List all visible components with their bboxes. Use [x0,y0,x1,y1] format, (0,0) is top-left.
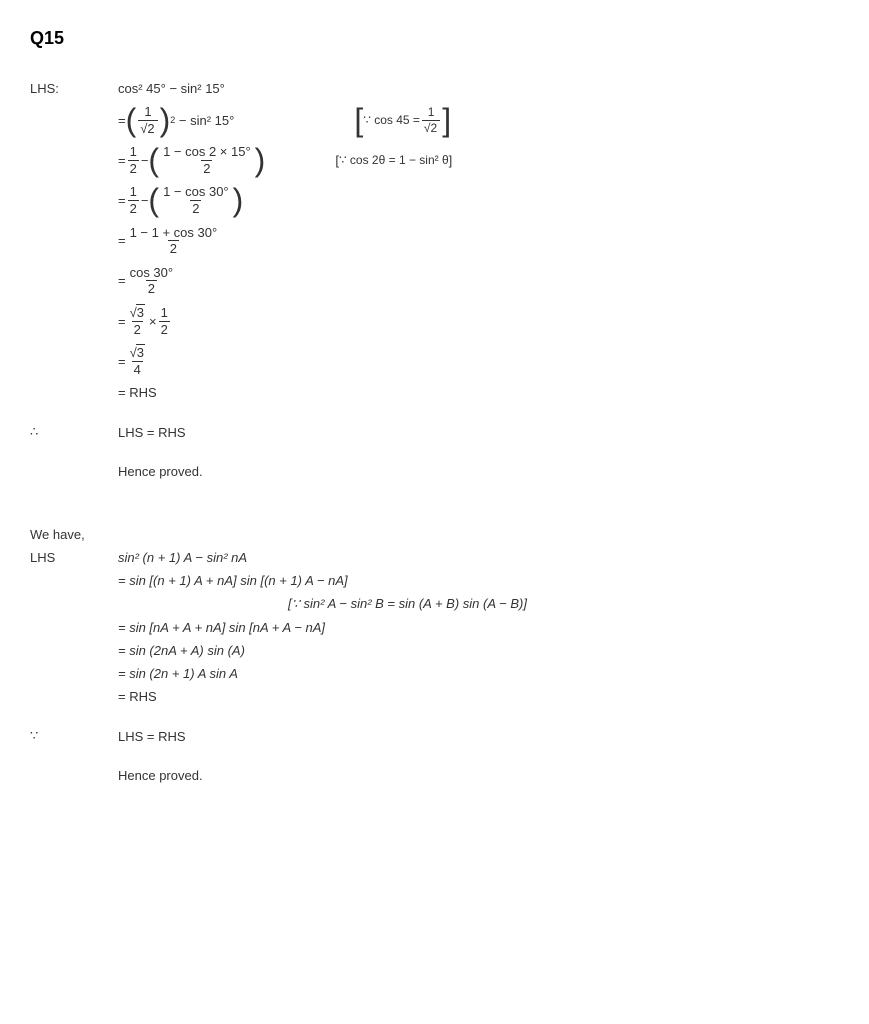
lhs-label-2: LHS [30,550,118,565]
p1-line5: = 1 − 1 + cos 30° 2 [118,225,221,257]
p2-conclusion: LHS = RHS [118,729,186,744]
p1-line7: = 3 2 × 1 2 [118,305,172,337]
p1-note1: [ ∵ cos 45 = 1 2 ] [354,104,451,136]
p1-line6: = cos 30° 2 [118,265,177,297]
p2-note: [∵ sin² A − sin² B = sin (A + B) sin (A … [288,596,527,612]
p1-line2: = ( 1 2 ) 2 − sin² 15° [118,104,234,136]
p1-line9: = RHS [118,385,157,400]
because-symbol: ∵ [30,728,118,744]
p2-line5: = sin (2n + 1) A sin A [118,666,238,681]
lhs-label: LHS: [30,81,118,96]
therefore-symbol: ∴ [30,424,118,440]
question-title: Q15 [30,28,839,49]
p2-proved: Hence proved. [118,768,203,783]
p1-line1: cos² 45° − sin² 15° [118,81,225,96]
p1-note2: [ ∵ cos 2θ = 1 − sin² θ ] [335,153,452,168]
p1-line8: = 3 4 [118,345,149,377]
p1-conclusion: LHS = RHS [118,425,186,440]
p2-intro: We have, [30,527,85,542]
p2-line4: = sin (2nA + A) sin (A) [118,643,245,658]
p1-proved: Hence proved. [118,464,203,479]
p1-line3: = 1 2 − ( 1 − cos 2 × 15° 2 ) [118,144,265,176]
p1-line4: = 1 2 − ( 1 − cos 30° 2 ) [118,184,243,216]
p2-line6: = RHS [118,689,157,704]
p2-line2: = sin [(n + 1) A + nA] sin [(n + 1) A − … [118,573,348,588]
p2-line3: = sin [nA + A + nA] sin [nA + A − nA] [118,620,325,635]
p2-line1: sin² (n + 1) A − sin² nA [118,550,247,565]
